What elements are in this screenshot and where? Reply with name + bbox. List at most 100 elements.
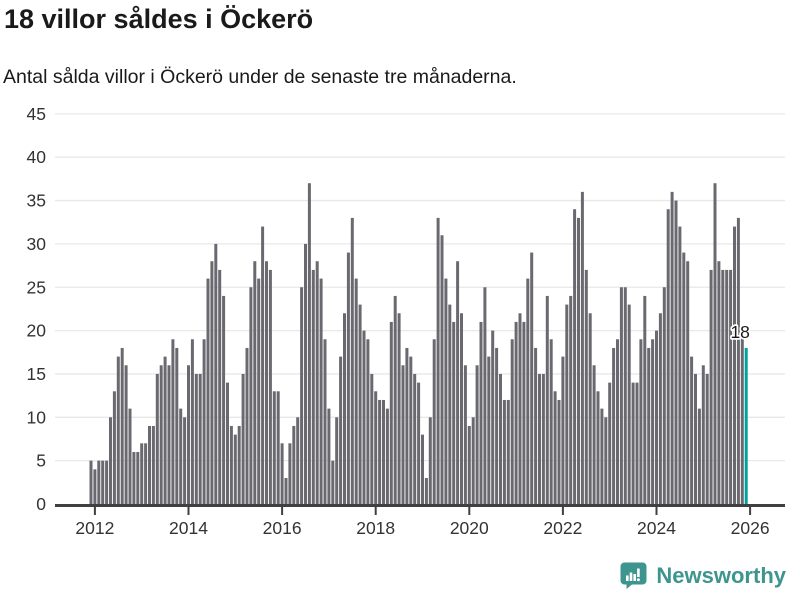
bar (101, 460, 105, 504)
bar (97, 460, 101, 504)
bar (151, 425, 155, 504)
bar (530, 252, 534, 504)
y-axis-label: 5 (36, 451, 46, 471)
bar (499, 373, 502, 504)
bar (343, 313, 346, 504)
bar (686, 261, 690, 504)
bar (666, 209, 670, 504)
bar (541, 373, 545, 504)
bar (350, 217, 354, 504)
chart-title: 18 villor såldes i Öckerö (4, 4, 314, 34)
bar (549, 339, 553, 504)
bar (709, 269, 713, 504)
bar (592, 365, 596, 504)
bar (128, 408, 132, 504)
bar (370, 373, 374, 504)
bar (175, 347, 179, 504)
y-axis-label: 35 (27, 191, 46, 211)
bar (627, 304, 631, 504)
bar (580, 191, 584, 504)
bar (198, 373, 202, 504)
bar (393, 295, 397, 504)
bar (424, 477, 428, 504)
y-axis-label: 20 (27, 321, 47, 341)
bar (179, 408, 183, 504)
bar (311, 269, 315, 504)
bar (502, 399, 506, 504)
bar (366, 339, 370, 504)
bar (261, 226, 265, 504)
bar (616, 339, 619, 504)
bar (662, 287, 666, 504)
bar (690, 356, 694, 504)
bar (463, 365, 467, 504)
x-axis-label: 2016 (263, 518, 302, 538)
y-axis-label: 10 (27, 407, 47, 427)
bar (109, 417, 112, 504)
bar (604, 417, 608, 504)
bar (257, 278, 261, 504)
bar (526, 278, 530, 504)
bar (374, 391, 378, 504)
x-axis-label: 2024 (637, 518, 676, 538)
bar (713, 183, 717, 504)
bar (467, 425, 471, 504)
bar (561, 356, 565, 504)
bar (475, 365, 479, 504)
bar (331, 460, 335, 504)
bar (514, 321, 518, 504)
bar (304, 243, 307, 504)
bar (639, 339, 643, 504)
bar (417, 382, 421, 504)
bar (358, 304, 362, 504)
bar (163, 356, 167, 504)
bar (635, 382, 639, 504)
bar (569, 295, 573, 504)
bar (218, 269, 222, 504)
bar (214, 243, 218, 504)
bar (194, 373, 198, 504)
bar (721, 269, 725, 504)
bar (736, 217, 740, 504)
bar (401, 365, 405, 504)
bar (631, 382, 635, 504)
bar (460, 313, 463, 504)
bar (307, 183, 311, 504)
bar (354, 278, 358, 504)
bar (643, 295, 647, 504)
bar (436, 217, 440, 504)
bar (276, 391, 280, 504)
bar (495, 347, 499, 504)
bar (428, 417, 432, 504)
bar (323, 339, 327, 504)
y-axis-label: 15 (27, 364, 46, 384)
bar (183, 417, 187, 504)
bar (705, 373, 709, 504)
bar (171, 339, 175, 504)
bar (619, 287, 623, 504)
bar (120, 347, 124, 504)
bar (319, 278, 323, 504)
bar (116, 356, 120, 504)
bar (413, 373, 417, 504)
bar (694, 373, 697, 504)
bar (190, 339, 194, 504)
bar (405, 347, 409, 504)
x-axis-label: 2020 (450, 518, 489, 538)
bar (674, 200, 678, 505)
bar (284, 477, 288, 504)
bar (456, 261, 460, 504)
bar (206, 278, 210, 504)
bar (655, 330, 658, 504)
bar (148, 425, 151, 504)
brand-footer: Newsworthy (619, 561, 786, 590)
chart-subtitle: Antal sålda villor i Öckerö under de sen… (3, 66, 517, 88)
bar (557, 399, 561, 504)
bar (600, 408, 604, 504)
bar (545, 295, 549, 504)
bar (701, 365, 705, 504)
x-axis-label: 2014 (169, 518, 208, 538)
bar (670, 191, 674, 504)
